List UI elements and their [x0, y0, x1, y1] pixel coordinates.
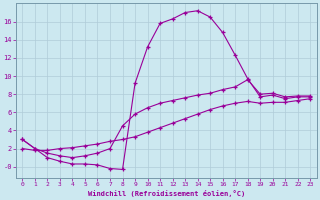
X-axis label: Windchill (Refroidissement éolien,°C): Windchill (Refroidissement éolien,°C): [88, 190, 245, 197]
